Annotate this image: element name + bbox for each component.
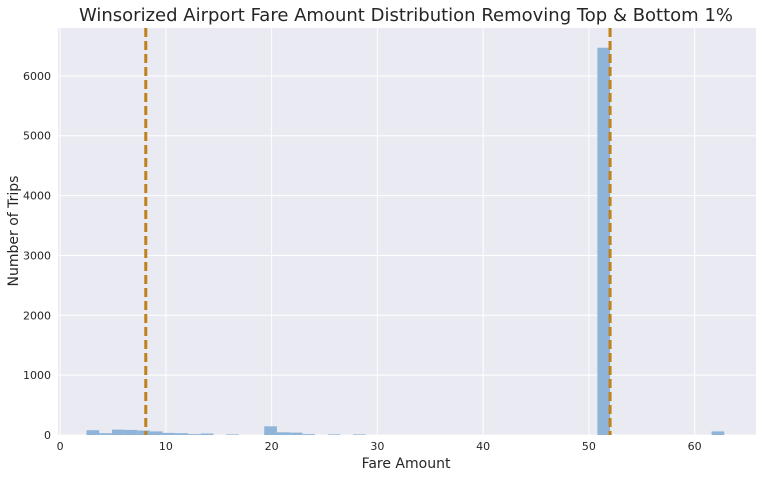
histogram-bar [111, 429, 125, 435]
histogram-bar [264, 426, 277, 435]
histogram-bar [276, 432, 290, 435]
chart-title: Winsorized Airport Fare Amount Distribut… [79, 5, 733, 26]
histogram-bar [327, 434, 341, 435]
histogram-bar [124, 429, 138, 435]
histogram-bar [289, 432, 303, 435]
x-tick-label: 30 [370, 440, 384, 453]
y-tick-label: 1000 [23, 369, 51, 382]
x-tick-label: 50 [582, 440, 596, 453]
x-tick-label: 0 [57, 440, 64, 453]
x-tick-label: 10 [159, 440, 173, 453]
x-tick-label: 60 [688, 440, 702, 453]
y-tick-labels: 0 1000 2000 3000 4000 5000 6000 [23, 70, 51, 442]
y-tick-label: 6000 [23, 70, 51, 83]
histogram-bar [200, 433, 214, 435]
histogram-bar [86, 430, 100, 435]
histogram-bar [353, 434, 366, 435]
plot-area [58, 28, 756, 435]
x-tick-labels: 0 10 20 30 40 50 60 [57, 440, 702, 453]
histogram-bar [711, 431, 725, 435]
histogram-bar [226, 434, 239, 435]
x-tick-label: 40 [476, 440, 490, 453]
histogram-bar [99, 433, 112, 435]
y-tick-label: 5000 [23, 130, 51, 143]
y-tick-label: 4000 [23, 190, 51, 203]
x-axis-label: Fare Amount [362, 456, 451, 472]
x-tick-label: 20 [265, 440, 279, 453]
reference-lines [144, 28, 612, 435]
grid-lines [58, 28, 756, 436]
y-tick-label: 2000 [23, 309, 51, 322]
bars [86, 47, 725, 436]
histogram-bar [597, 47, 611, 436]
histogram-bar [302, 434, 315, 435]
histogram-bar [150, 431, 163, 435]
histogram-bar [137, 430, 151, 435]
y-axis-label: Number of Trips [6, 176, 22, 287]
y-tick-label: 0 [44, 429, 51, 442]
histogram-bar [175, 433, 189, 435]
y-tick-label: 3000 [23, 249, 51, 262]
histogram-bar [188, 434, 201, 435]
histogram-bar [162, 432, 176, 435]
